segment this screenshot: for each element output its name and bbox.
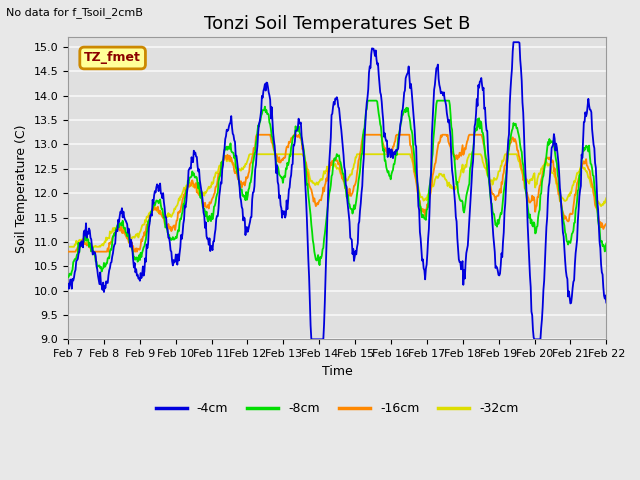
Legend: -4cm, -8cm, -16cm, -32cm: -4cm, -8cm, -16cm, -32cm	[150, 397, 524, 420]
Text: No data for f_Tsoil_2cmB: No data for f_Tsoil_2cmB	[6, 7, 143, 18]
Y-axis label: Soil Temperature (C): Soil Temperature (C)	[15, 124, 28, 252]
Text: TZ_fmet: TZ_fmet	[84, 51, 141, 64]
X-axis label: Time: Time	[322, 365, 353, 378]
Title: Tonzi Soil Temperatures Set B: Tonzi Soil Temperatures Set B	[204, 15, 470, 33]
